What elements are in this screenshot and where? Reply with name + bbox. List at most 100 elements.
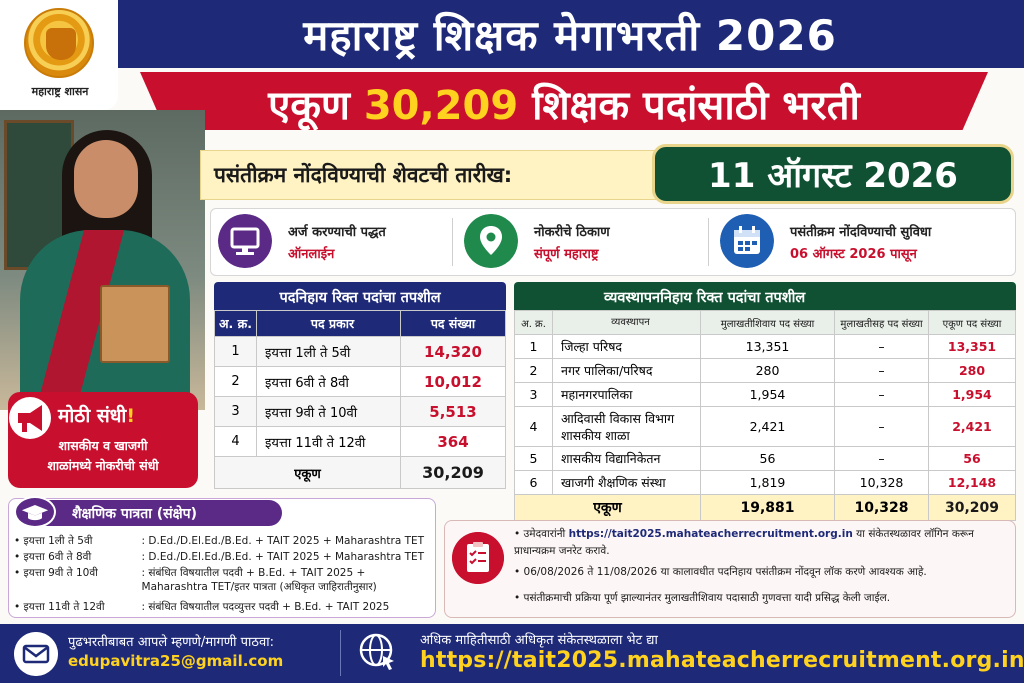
footer	[0, 624, 1024, 683]
cell-no: 6	[514, 470, 553, 495]
cell-management: खाजगी शैक्षणिक संस्था	[552, 470, 701, 495]
cell-no: 3	[514, 382, 553, 407]
table-row: 6 खाजगी शैक्षणिक संस्था 1,819 10,328 12,…	[514, 470, 1016, 495]
qualification-item: • इयत्ता 6वी ते 8वी: D.Ed./D.El.Ed./B.Ed…	[14, 550, 432, 564]
info-value-preference-facility: 06 ऑगस्ट 2026 पासून	[790, 247, 917, 262]
megaphone-icon	[9, 397, 51, 439]
cell-without-interview: 1,954	[700, 382, 835, 407]
contact-email-link[interactable]: edupavitra25@gmail.com	[68, 652, 284, 670]
seal-emblem	[46, 28, 76, 60]
cell-without-interview: 1,819	[700, 470, 835, 495]
table-row: 1 जिल्हा परिषद 13,351 – 13,351	[514, 334, 1016, 359]
cell-with-interview: –	[834, 334, 929, 359]
management-table: अ. क्र. व्यवस्थापन मुलाखतीशिवाय पद संख्य…	[514, 310, 1016, 521]
subtitle: एकूण 30,209 शिक्षक पदांसाठी भरती	[140, 76, 988, 131]
calendar-icon	[720, 214, 774, 268]
cell-post-type: इयत्ता 11वी ते 12वी	[256, 426, 401, 457]
government-seal-icon	[24, 8, 94, 78]
deadline-date: 11 ऑगस्ट 2026	[708, 156, 958, 196]
info-label-application-mode: अर्ज करण्याची पद्धत	[288, 225, 386, 240]
deadline-date-box	[652, 144, 1014, 204]
cell-management: आदिवासी विकास विभाग शासकीय शाळा	[552, 406, 701, 447]
cell-post-count: 5,513	[400, 396, 506, 427]
column-header: व्यवस्थापन	[552, 310, 701, 335]
info-divider	[708, 218, 709, 266]
cell-with-interview: –	[834, 358, 929, 383]
cell-no: 1	[514, 334, 553, 359]
column-header: अ. क्र.	[514, 310, 553, 335]
total-posts-number: 30,209	[363, 83, 519, 129]
column-header: मुलाखतीसह पद संख्या	[834, 310, 929, 335]
cell-no: 2	[214, 366, 257, 397]
qualification-level: इयत्ता 1ली ते 5वी	[23, 535, 93, 547]
opportunity-exclaim: !	[126, 405, 135, 427]
cell-post-count: 10,012	[400, 366, 506, 397]
cell-with-interview: –	[834, 406, 929, 447]
cell-grand-total: 30,209	[928, 494, 1016, 521]
logo-caption: महाराष्ट्र शासन	[31, 85, 89, 98]
mail-icon	[14, 632, 58, 676]
deadline-label: पसंतीक्रम नोंदविण्याची शेवटची तारीख:	[214, 163, 513, 187]
qualification-item: • इयत्ता 11वी ते 12वी: संबंधित विषयातील …	[14, 600, 432, 614]
footer-divider	[340, 630, 341, 676]
table-row: 4 आदिवासी विकास विभाग शासकीय शाळा 2,421 …	[514, 406, 1016, 447]
note-text: उमेदवारांनी	[523, 528, 569, 540]
posts-table: अ. क्र. पद प्रकार पद संख्या 1 इयत्ता 1ली…	[214, 310, 506, 489]
cell-total: 12,148	[928, 470, 1016, 495]
qualification-item: • इयत्ता 1ली ते 5वी: D.Ed./D.El.Ed./B.Ed…	[14, 534, 432, 548]
qualification-title: शैक्षणिक पात्रता (संक्षेप)	[20, 500, 282, 526]
info-value-job-location: संपूर्ण महाराष्ट्र	[534, 247, 599, 262]
cell-no: 4	[514, 406, 553, 447]
website-label: अधिक माहितीसाठी अधिकृत संकेतस्थळाला भेट …	[420, 633, 658, 648]
info-strip	[210, 208, 1016, 276]
cell-post-type: इयत्ता 9वी ते 10वी	[256, 396, 401, 427]
qualification-level: इयत्ता 6वी ते 8वी	[23, 551, 92, 563]
cell-no: 3	[214, 396, 257, 427]
table-row: 3 इयत्ता 9वी ते 10वी 5,513	[214, 396, 506, 427]
column-header: एकूण पद संख्या	[928, 310, 1016, 335]
cell-no: 4	[214, 426, 257, 457]
cell-management: नगर पालिका/परिषद	[552, 358, 701, 383]
official-website-link[interactable]: https://tait2025.mahateacherrecruitment.…	[420, 648, 1024, 673]
cell-total-count: 30,209	[400, 456, 506, 489]
cell-with-interview: –	[834, 382, 929, 407]
cell-management: शासकीय विद्यानिकेतन	[552, 446, 701, 471]
cell-with-interview: –	[834, 446, 929, 471]
column-header: अ. क्र.	[214, 310, 257, 337]
table-row: 5 शासकीय विद्यानिकेतन 56 – 56	[514, 446, 1016, 471]
opportunity-title: मोठी संधी!	[58, 402, 198, 428]
table-row: 4 इयत्ता 11वी ते 12वी 364	[214, 426, 506, 457]
opportunity-subtitle: शासकीय व खाजगी शाळांमध्ये नोकरीची संधी	[12, 436, 194, 476]
cell-post-count: 364	[400, 426, 506, 457]
cell-total: 280	[928, 358, 1016, 383]
opportunity-line-1: शासकीय व खाजगी	[58, 438, 148, 453]
note-text: या संकेतस्थळावर लॉगिन करून प्राधान्यक्रम…	[514, 528, 974, 557]
cell-total-label: एकूण	[214, 456, 401, 489]
globe-icon	[359, 633, 394, 670]
cell-post-type: इयत्ता 1ली ते 5वी	[256, 336, 401, 367]
cell-without-interview: 280	[700, 358, 835, 383]
qualification-requirement: : संबंधित विषयातील पदवी + B.Ed. + TAIT 2…	[141, 567, 377, 593]
subtitle-prefix: एकूण	[268, 83, 364, 129]
cell-management: महानगरपालिका	[552, 382, 701, 407]
logo-panel: महाराष्ट्र शासन	[0, 0, 118, 110]
table-row: 1 इयत्ता 1ली ते 5वी 14,320	[214, 336, 506, 367]
cell-total: 2,421	[928, 406, 1016, 447]
table-header-row: अ. क्र. व्यवस्थापन मुलाखतीशिवाय पद संख्य…	[514, 310, 1016, 335]
photo-book	[100, 285, 170, 363]
cell-total-with-interview: 10,328	[834, 494, 929, 521]
note-url-link[interactable]: https://tait2025.mahateacherrecruitment.…	[568, 528, 853, 540]
cell-total: 56	[928, 446, 1016, 471]
column-header: पद संख्या	[400, 310, 506, 337]
cell-without-interview: 2,421	[700, 406, 835, 447]
cell-management: जिल्हा परिषद	[552, 334, 701, 359]
qualification-item: • इयत्ता 9वी ते 10वी: संबंधित विषयातील प…	[14, 566, 432, 594]
location-pin-icon	[464, 214, 518, 268]
note-text: 06/08/2026 ते 11/08/2026 या कालावधीत पदन…	[523, 566, 927, 578]
table-row: 2 नगर पालिका/परिषद 280 – 280	[514, 358, 1016, 383]
header-band	[0, 0, 1024, 68]
cell-no: 2	[514, 358, 553, 383]
note-text: पसंतीक्रमाची प्रक्रिया पूर्ण झाल्यानंतर …	[523, 592, 891, 604]
opportunity-title-text: मोठी संधी	[58, 405, 127, 427]
